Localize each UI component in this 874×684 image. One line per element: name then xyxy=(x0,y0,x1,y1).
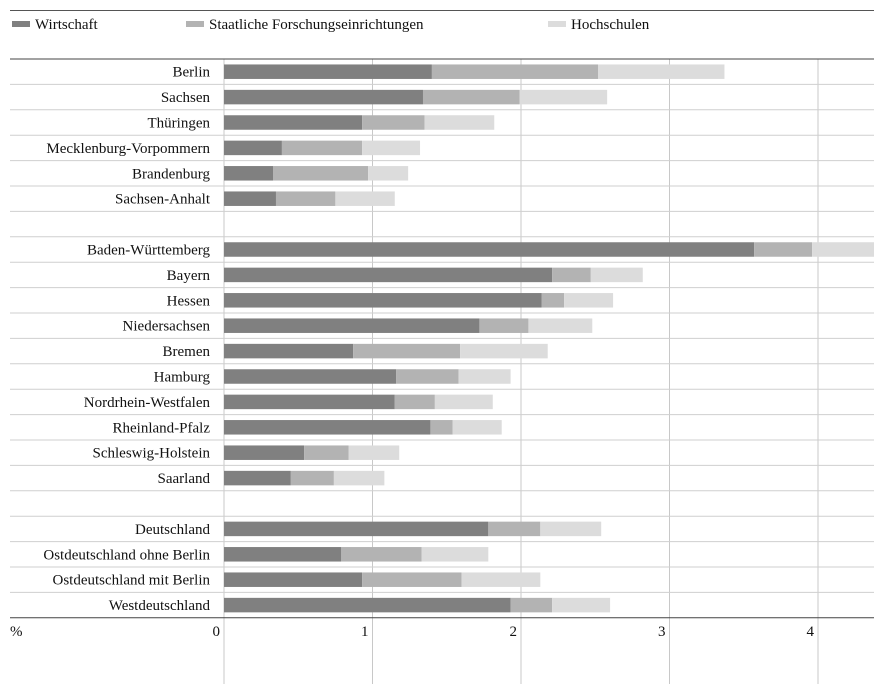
bar-wirtschaft-ostdeutschland-mit-berlin xyxy=(224,572,363,587)
category-label-niedersachsen: Niedersachsen xyxy=(123,319,211,335)
bar-hochschulen-nordrhein-westfalen xyxy=(434,394,493,410)
category-labels: Berlin Sachsen Thüringen Mecklenburg-Vorpom… xyxy=(43,65,210,614)
bar-hochschulen-deutschland xyxy=(540,521,602,537)
x-axis-unit-label: % xyxy=(10,624,23,640)
bar-staatliche-forschungseinrichtungen-thueringen xyxy=(362,115,425,130)
category-label-ostdeutschland-mit-berlin: Ostdeutschland mit Berlin xyxy=(53,573,211,589)
bar-staatliche-forschungseinrichtungen-ostdeutschland-mit-berlin xyxy=(362,572,462,587)
bar-staatliche-forschungseinrichtungen-baden-wuerttemberg xyxy=(754,242,813,257)
bar-wirtschaft-ostdeutschland-ohne-berlin xyxy=(224,547,342,562)
category-label-berlin: Berlin xyxy=(173,65,211,81)
category-label-westdeutschland: Westdeutschland xyxy=(109,598,211,614)
bar-hochschulen-thueringen xyxy=(424,115,495,130)
bar-wirtschaft-mecklenburg-vorpommern xyxy=(224,140,282,156)
bar-hochschulen-saarland xyxy=(333,470,385,486)
bar-hochschulen-baden-wuerttemberg xyxy=(812,242,874,257)
bar-staatliche-forschungseinrichtungen-sachsen-anhalt xyxy=(275,191,336,206)
legend-label-wirtschaft: Wirtschaft xyxy=(35,17,99,33)
bar-wirtschaft-brandenburg xyxy=(224,166,274,181)
category-label-hessen: Hessen xyxy=(167,293,211,309)
bar-staatliche-forschungseinrichtungen-brandenburg xyxy=(273,166,369,181)
x-tick-label-1: 1 xyxy=(361,624,369,640)
bar-staatliche-forschungseinrichtungen-sachsen xyxy=(422,89,520,105)
bar-hochschulen-westdeutschland xyxy=(552,597,611,613)
bar-staatliche-forschungseinrichtungen-rheinland-pfalz xyxy=(430,420,453,435)
x-tick-label-4: 4 xyxy=(807,624,815,640)
bar-staatliche-forschungseinrichtungen-berlin xyxy=(431,64,599,79)
bar-hochschulen-niedersachsen xyxy=(528,318,593,333)
bar-hochschulen-bayern xyxy=(590,267,643,283)
bar-wirtschaft-nordrhein-westfalen xyxy=(224,394,395,410)
bar-wirtschaft-bayern xyxy=(224,267,553,283)
bar-wirtschaft-bremen xyxy=(224,343,354,359)
bar-staatliche-forschungseinrichtungen-westdeutschland xyxy=(510,597,553,613)
x-tick-label-0: 0 xyxy=(213,624,221,640)
row-separators xyxy=(10,58,874,619)
bar-staatliche-forschungseinrichtungen-saarland xyxy=(290,470,334,486)
category-label-ostdeutschland-ohne-berlin: Ostdeutschland ohne Berlin xyxy=(43,547,210,563)
category-label-brandenburg: Brandenburg xyxy=(132,166,211,182)
bar-hochschulen-ostdeutschland-mit-berlin xyxy=(461,572,541,587)
bar-wirtschaft-westdeutschland xyxy=(224,597,511,613)
bars xyxy=(224,64,874,613)
category-label-sachsen-anhalt: Sachsen-Anhalt xyxy=(115,192,211,208)
bar-hochschulen-berlin xyxy=(598,64,725,79)
bar-wirtschaft-rheinland-pfalz xyxy=(224,420,431,435)
bar-wirtschaft-berlin xyxy=(224,64,432,79)
bar-staatliche-forschungseinrichtungen-hessen xyxy=(541,293,565,308)
bar-hochschulen-sachsen xyxy=(519,89,608,105)
category-label-nordrhein-westfalen: Nordrhein-Westfalen xyxy=(84,395,211,411)
category-label-sachsen: Sachsen xyxy=(161,90,211,106)
bar-wirtschaft-hessen xyxy=(224,293,542,308)
bar-staatliche-forschungseinrichtungen-hamburg xyxy=(396,369,459,384)
bar-wirtschaft-sachsen xyxy=(224,89,423,105)
category-label-baden-wuerttemberg: Baden-Württemberg xyxy=(87,243,211,259)
bar-hochschulen-hamburg xyxy=(458,369,511,384)
legend-label-hochschulen: Hochschulen xyxy=(571,17,650,33)
legend: Wirtschaft Staatliche Forschungseinrichtu… xyxy=(10,10,874,33)
category-label-bremen: Bremen xyxy=(163,344,211,360)
bar-staatliche-forschungseinrichtungen-ostdeutschland-ohne-berlin xyxy=(341,547,422,562)
category-label-hamburg: Hamburg xyxy=(154,370,211,386)
bar-staatliche-forschungseinrichtungen-niedersachsen xyxy=(479,318,529,333)
bar-wirtschaft-hamburg xyxy=(224,369,397,384)
bar-wirtschaft-niedersachsen xyxy=(224,318,480,333)
bar-hochschulen-schleswig-holstein xyxy=(348,445,400,460)
bar-wirtschaft-schleswig-holstein xyxy=(224,445,305,460)
legend-swatch-staatliche-forschungseinrichtungen xyxy=(186,21,204,27)
bar-wirtschaft-deutschland xyxy=(224,521,489,537)
bar-hochschulen-ostdeutschland-ohne-berlin xyxy=(421,547,489,562)
bar-staatliche-forschungseinrichtungen-nordrhein-westfalen xyxy=(394,394,435,410)
category-label-deutschland: Deutschland xyxy=(135,522,210,538)
bar-wirtschaft-sachsen-anhalt xyxy=(224,191,276,206)
category-label-bayern: Bayern xyxy=(167,268,211,284)
bar-hochschulen-hessen xyxy=(564,293,614,308)
legend-swatch-wirtschaft xyxy=(12,21,30,27)
bar-hochschulen-bremen xyxy=(460,343,548,359)
legend-swatch-hochschulen xyxy=(548,21,566,27)
category-label-mecklenburg-vorpommern: Mecklenburg-Vorpommern xyxy=(46,141,210,157)
category-label-thueringen: Thüringen xyxy=(148,116,211,132)
x-tick-label-3: 3 xyxy=(658,624,666,640)
bar-staatliche-forschungseinrichtungen-bremen xyxy=(353,343,461,359)
category-label-saarland: Saarland xyxy=(158,471,211,487)
bar-wirtschaft-thueringen xyxy=(224,115,363,130)
bar-wirtschaft-baden-wuerttemberg xyxy=(224,242,755,257)
x-tick-label-2: 2 xyxy=(510,624,518,640)
bar-wirtschaft-saarland xyxy=(224,470,291,486)
legend-label-staatliche-forschungseinrichtungen: Staatliche Forschungseinrichtungen xyxy=(209,17,424,33)
bar-hochschulen-sachsen-anhalt xyxy=(335,191,395,206)
x-axis: % 0 1 2 3 4 xyxy=(10,624,815,640)
bar-staatliche-forschungseinrichtungen-schleswig-holstein xyxy=(304,445,349,460)
bar-staatliche-forschungseinrichtungen-mecklenburg-vorpommern xyxy=(281,140,363,156)
bar-staatliche-forschungseinrichtungen-deutschland xyxy=(488,521,541,537)
bar-hochschulen-rheinland-pfalz xyxy=(452,420,502,435)
category-label-schleswig-holstein: Schleswig-Holstein xyxy=(93,446,211,462)
bar-hochschulen-mecklenburg-vorpommern xyxy=(362,140,421,156)
category-label-rheinland-pfalz: Rheinland-Pfalz xyxy=(113,420,211,436)
bar-hochschulen-brandenburg xyxy=(368,166,409,181)
bar-staatliche-forschungseinrichtungen-bayern xyxy=(552,267,591,283)
